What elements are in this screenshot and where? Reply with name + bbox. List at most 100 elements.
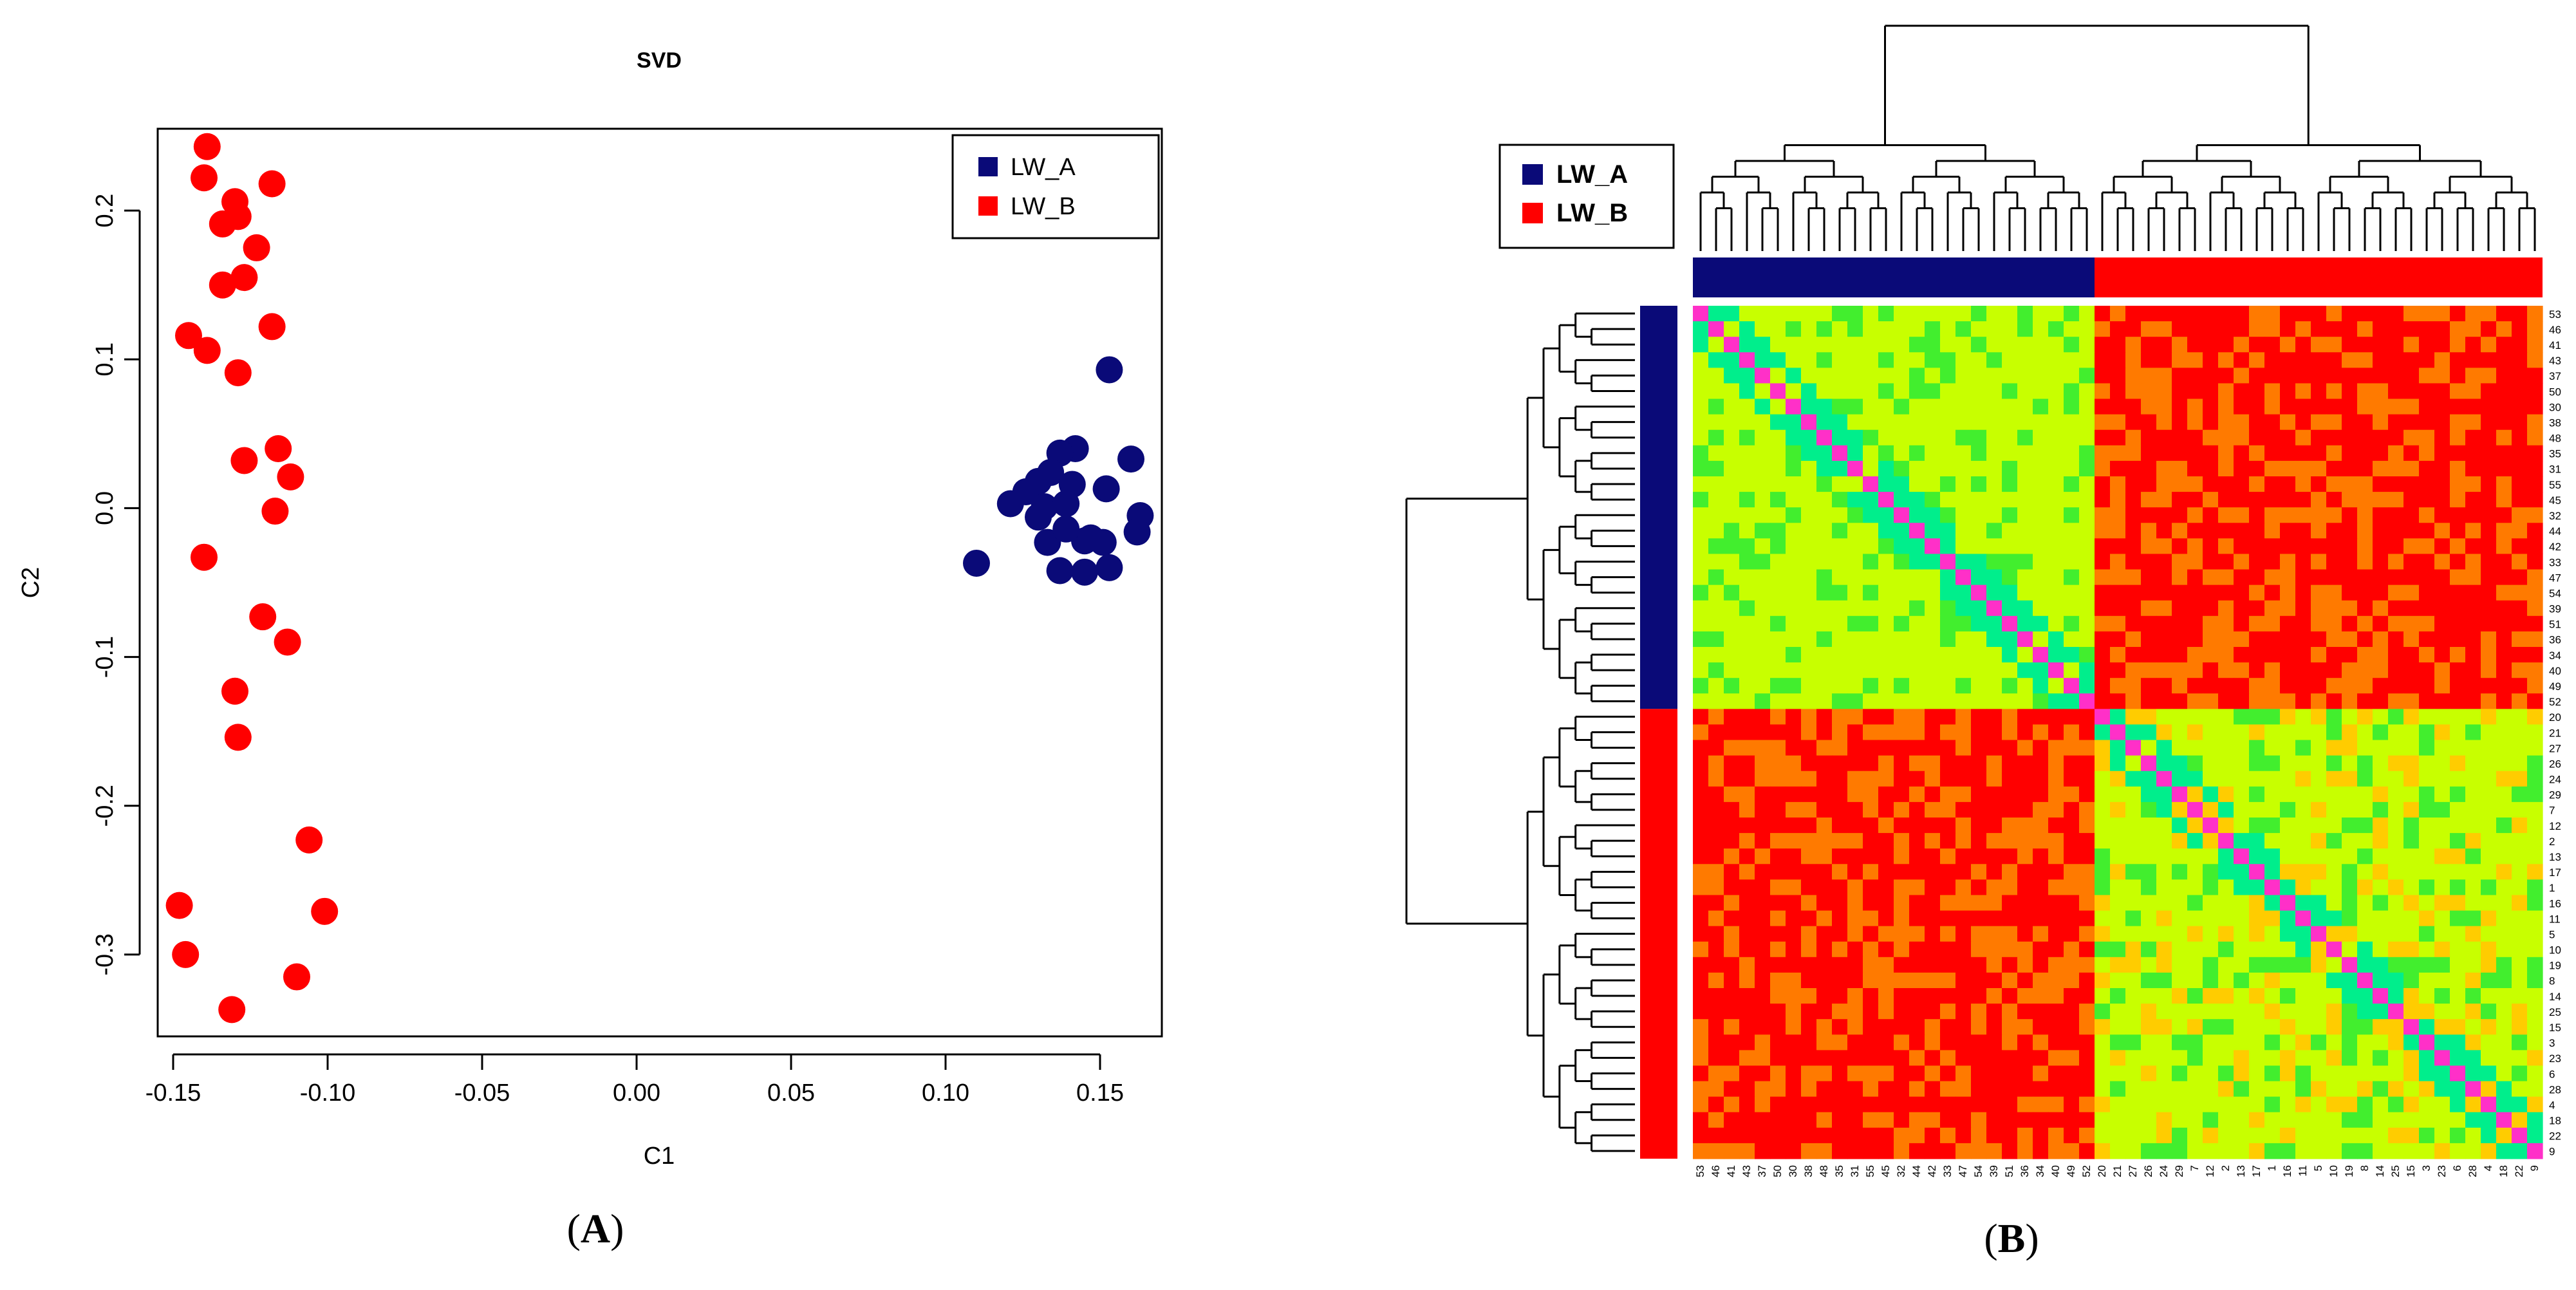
heatmap-cell [1940, 414, 1956, 431]
heatmap-cell [2234, 988, 2250, 1004]
heatmap-cell [2048, 1065, 2064, 1082]
heatmap-cell [2156, 538, 2172, 555]
heatmap-cell [2264, 352, 2281, 368]
heatmap-cell [2280, 678, 2296, 694]
heatmap-cell [2527, 507, 2543, 523]
heatmap-cell [1708, 321, 1724, 337]
heatmap-cell [2264, 786, 2281, 803]
heatmap-cell [2141, 631, 2157, 648]
heatmap-cell [2234, 972, 2250, 989]
heatmap-cell [2002, 1127, 2018, 1144]
heatmap-cell [2095, 957, 2111, 973]
heatmap-cell [1940, 957, 1956, 973]
heatmap-cell [1801, 786, 1817, 803]
heatmap-cell [2172, 879, 2188, 896]
heatmap-cell [2110, 352, 2126, 368]
heatmap-cell [1816, 1096, 1833, 1113]
heatmap-cell [2357, 895, 2373, 911]
heatmap-cell [2017, 740, 2033, 756]
heatmap-cell [1894, 569, 1910, 586]
heatmap-cell [1755, 848, 1771, 865]
heatmap-cell [2496, 1112, 2512, 1128]
heatmap-cell [2512, 647, 2528, 663]
heatmap-cell [2403, 926, 2420, 942]
heatmap-cell [2249, 1081, 2265, 1098]
heatmap-cell [1909, 926, 1925, 942]
heatmap-cell [1832, 864, 1848, 880]
heatmap-cell [1878, 1065, 1894, 1082]
heatmap-cell [2311, 818, 2327, 834]
heatmap-cell [2311, 693, 2327, 709]
panel-label-b-letter: B [1998, 1215, 2026, 1261]
heatmap-cell [2033, 1034, 2049, 1051]
heatmap-cell [1724, 615, 1740, 632]
heatmap-cell [2434, 1050, 2450, 1067]
heatmap-cell [2064, 1004, 2080, 1020]
heatmap-cell [2512, 1112, 2528, 1128]
heatmap-cell [1708, 460, 1724, 477]
point-lw-a [1096, 356, 1123, 384]
heatmap-cell [2234, 383, 2250, 400]
heatmap-cell [1708, 1112, 1724, 1128]
heatmap-cell [2512, 801, 2528, 818]
heatmap-cell [1894, 678, 1910, 694]
heatmap-cell [2450, 879, 2466, 896]
heatmap-cell [1770, 1127, 1786, 1144]
point-lw-b [175, 322, 202, 350]
point-lw-b [218, 996, 246, 1024]
heatmap-cell [2002, 833, 2018, 849]
heatmap-cell [2373, 368, 2389, 384]
heatmap-cell [2079, 988, 2095, 1004]
heatmap-cell [2450, 398, 2466, 415]
heatmap-cell [2527, 662, 2543, 678]
heatmap-cell [1955, 988, 1972, 1004]
heatmap-cell [2187, 1112, 2203, 1128]
heatmap-cell [2388, 615, 2404, 632]
heatmap-cell [1708, 755, 1724, 772]
heatmap-cell [1925, 1050, 1941, 1067]
heatmap-cell [2357, 740, 2373, 756]
heatmap-cell [1770, 554, 1786, 570]
heatmap-cell [1909, 693, 1925, 709]
heatmap-cell [2218, 383, 2234, 400]
heatmap-cell [2357, 1004, 2373, 1020]
heatmap-cell [1971, 771, 1987, 787]
heatmap-cell [2342, 383, 2358, 400]
heatmap-cell [1925, 1019, 1941, 1035]
heatmap-cell [1708, 833, 1724, 849]
heatmap-cell [2156, 771, 2172, 787]
heatmap-cell [2496, 445, 2512, 462]
heatmap-cell [1724, 879, 1740, 896]
legend-label-lw-a: LW_A [1011, 154, 1076, 181]
heatmap-cell [2527, 383, 2543, 400]
heatmap-cell [2064, 1143, 2080, 1159]
heatmap-cell [2234, 306, 2250, 322]
heatmap-cell [1708, 1050, 1724, 1067]
heatmap-cell [1801, 740, 1817, 756]
heatmap-cell [2326, 1112, 2342, 1128]
heatmap-cell [2218, 709, 2234, 725]
heatmap-cell [2141, 523, 2157, 539]
heatmap-cell [2434, 724, 2450, 741]
heatmap-cell [2295, 538, 2311, 555]
heatmap-cell [2002, 755, 2018, 772]
heatmap-cell [2218, 523, 2234, 539]
heatmap-cell [2388, 926, 2404, 942]
heatmap-cell [1955, 771, 1972, 787]
heatmap-cell [1955, 1081, 1972, 1098]
heatmap-cell [2342, 879, 2358, 896]
heatmap-cell [2079, 895, 2095, 911]
heatmap-cell [2295, 554, 2311, 570]
heatmap-cell [2095, 818, 2111, 834]
heatmap-cell [2017, 693, 2033, 709]
heatmap-cell [2033, 647, 2049, 663]
heatmap-cell [2017, 507, 2033, 523]
heatmap-cell [2048, 615, 2064, 632]
heatmap-cell [1832, 554, 1848, 570]
heatmap-cell [2048, 678, 2064, 694]
heatmap-cell [2403, 1065, 2420, 1082]
heatmap-cell [1770, 972, 1786, 989]
heatmap-cell [1816, 1112, 1833, 1128]
heatmap-cell [1847, 740, 1863, 756]
heatmap-cell [1801, 383, 1817, 400]
